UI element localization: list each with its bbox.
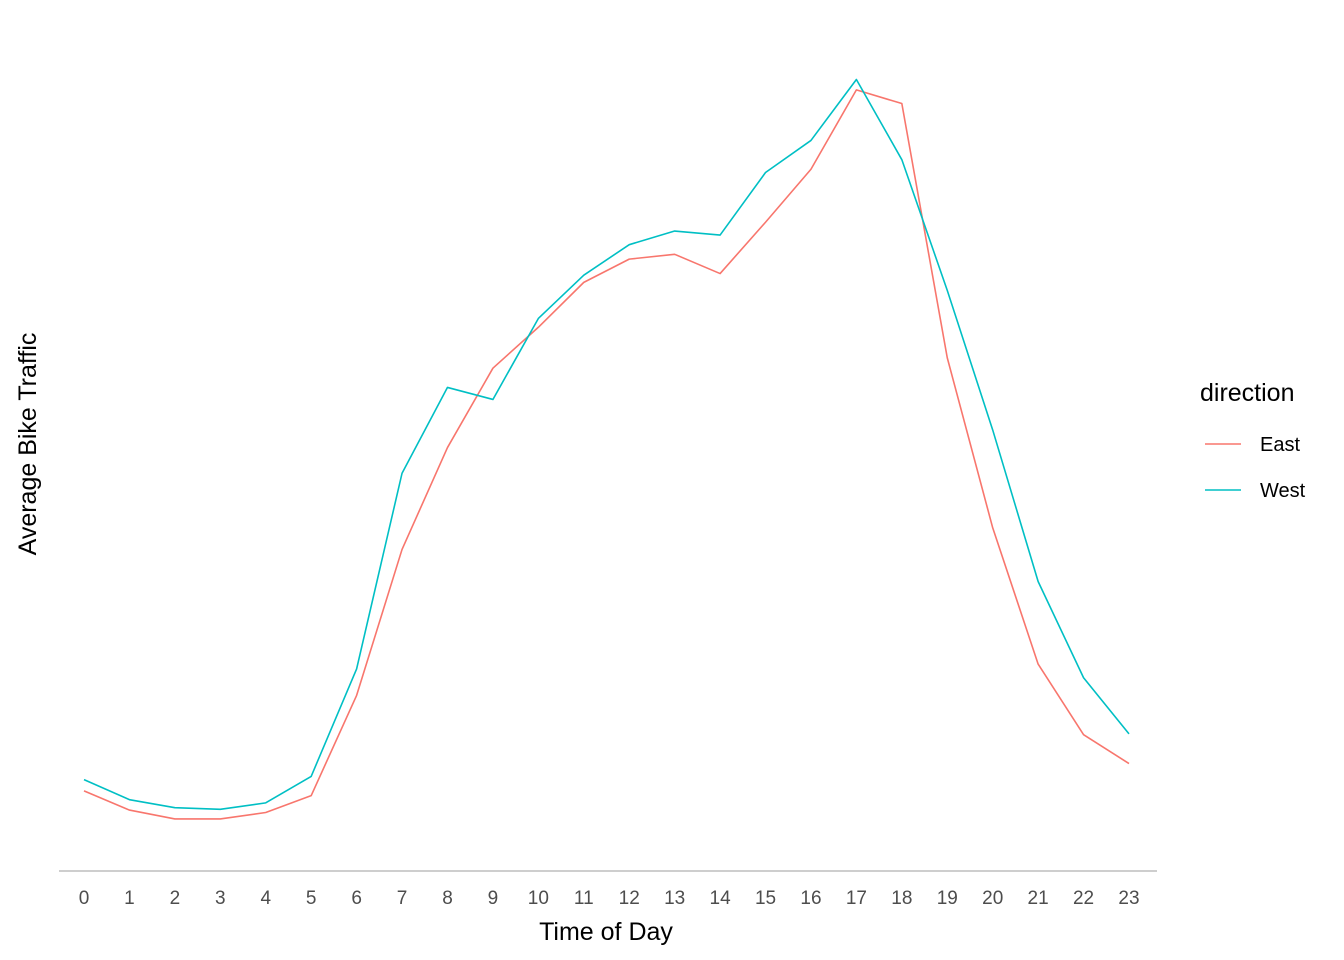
x-tick-label: 2 bbox=[170, 888, 181, 909]
x-tick-label: 8 bbox=[442, 888, 453, 909]
x-tick-label: 21 bbox=[1028, 888, 1049, 909]
x-tick-labels: 0 1 2 3 4 5 6 7 8 9 10 11 12 13 14 15 16 17 18 19 20 21 22 23 bbox=[79, 888, 1140, 909]
x-tick-label: 13 bbox=[664, 888, 685, 909]
x-tick-label: 20 bbox=[982, 888, 1003, 909]
x-tick-label: 1 bbox=[124, 888, 135, 909]
x-tick-label: 12 bbox=[619, 888, 640, 909]
x-tick-label: 4 bbox=[260, 888, 271, 909]
x-tick-label: 14 bbox=[710, 888, 732, 909]
x-tick-label: 18 bbox=[891, 888, 912, 909]
plot-area: 0 1 2 3 4 5 6 7 8 9 10 11 12 13 14 15 16 17 18 19 20 21 22 23 bbox=[59, 78, 1157, 909]
x-tick-label: 19 bbox=[937, 888, 958, 909]
x-tick-label: 17 bbox=[846, 888, 867, 909]
series-layer bbox=[83, 78, 1130, 820]
x-tick-label: 23 bbox=[1118, 888, 1139, 909]
x-tick-label: 9 bbox=[488, 888, 499, 909]
legend-label-east: East bbox=[1260, 434, 1300, 456]
legend-items: East West bbox=[1205, 434, 1306, 502]
legend-label-west: West bbox=[1260, 480, 1306, 502]
x-tick-label: 22 bbox=[1073, 888, 1094, 909]
y-axis-title: Average Bike Traffic bbox=[14, 333, 42, 556]
x-tick-label: 10 bbox=[528, 888, 549, 909]
x-tick-label: 6 bbox=[351, 888, 362, 909]
series-line-west bbox=[83, 78, 1130, 811]
x-tick-label: 7 bbox=[397, 888, 408, 909]
x-tick-label: 5 bbox=[306, 888, 317, 909]
legend: direction East West bbox=[1200, 379, 1306, 502]
x-axis-title: Time of Day bbox=[539, 918, 673, 946]
x-tick-label: 16 bbox=[800, 888, 821, 909]
x-tick-label: 15 bbox=[755, 888, 776, 909]
x-tick-label: 0 bbox=[79, 888, 90, 909]
legend-title: direction bbox=[1200, 379, 1295, 407]
series-line-east bbox=[83, 89, 1130, 820]
x-tick-label: 11 bbox=[574, 888, 594, 909]
x-tick-label: 3 bbox=[215, 888, 226, 909]
